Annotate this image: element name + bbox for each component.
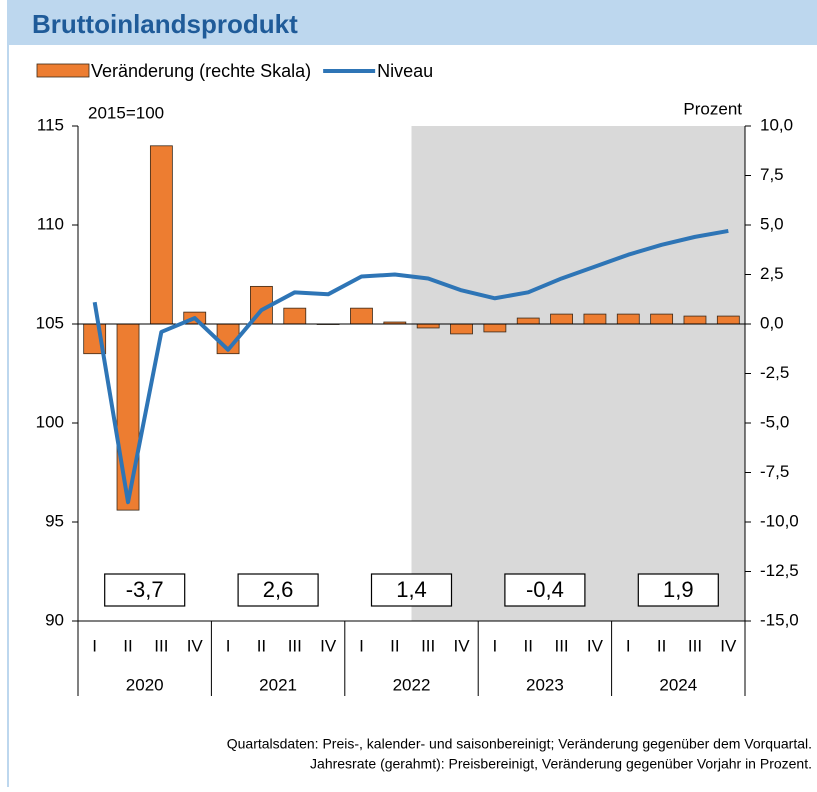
y-tick-label: 105 (36, 313, 64, 332)
bar (716, 315, 740, 325)
y2-tick-label: -10,0 (760, 511, 799, 530)
y2-tick-label: -5,0 (760, 412, 789, 431)
x-tick-label: II (657, 636, 666, 655)
line (92, 228, 729, 505)
x-tick-label: I (92, 636, 97, 655)
note: Jahresrate (gerahmt): Preisbereinigt, Ve… (310, 756, 812, 772)
y-tick-label: 95 (45, 511, 64, 530)
x-tick-label: III (288, 636, 302, 655)
bar (283, 307, 307, 325)
y2-tick-label: 5,0 (760, 214, 784, 233)
bar (550, 313, 573, 325)
x-tick-label: II (523, 636, 532, 655)
x-tick-label: II (257, 636, 266, 655)
forecast-shade (411, 126, 745, 621)
annual-label: -3,7 (126, 577, 164, 602)
annual-label: -0,4 (526, 577, 564, 602)
y2-tick-label: 0,0 (760, 313, 784, 332)
legend-label: Veränderung (rechte Skala) (91, 61, 311, 81)
y2-tick-label: 10,0 (760, 115, 793, 134)
x-tick-label: IV (453, 636, 470, 655)
year-label: 2024 (659, 675, 697, 694)
annual-label: 2,6 (263, 577, 294, 602)
chart-title: Bruttoinlandsprodukt (32, 9, 298, 39)
y-tick-label: 90 (45, 610, 64, 629)
bar (483, 323, 507, 333)
x-tick-label: I (226, 636, 231, 655)
y-tick-label: 110 (37, 214, 64, 233)
annual-label: 1,9 (663, 577, 694, 602)
annual-box (237, 573, 319, 607)
x-tick-label: III (554, 636, 568, 655)
bar (516, 317, 540, 325)
bar (149, 145, 173, 325)
y2-tick-label: -7,5 (760, 462, 789, 481)
title-bar (8, 0, 817, 45)
y-unit: 2015=100 (88, 103, 164, 122)
x-tick-label: II (123, 636, 132, 655)
x-tick-label: IV (320, 636, 337, 655)
legend-label: Niveau (377, 61, 433, 81)
y2-tick-label: -2,5 (760, 363, 789, 382)
annual-box (370, 573, 453, 607)
x-tick-label: IV (187, 636, 204, 655)
bar (583, 313, 607, 325)
x-tick-label: III (688, 636, 702, 655)
annual-label: 1,4 (396, 577, 427, 602)
x-tick-label: I (626, 636, 631, 655)
y2-tick-label: -15,0 (760, 610, 799, 629)
x-tick-label: IV (587, 636, 604, 655)
bar (450, 323, 473, 335)
x-tick-label: IV (720, 636, 737, 655)
y-tick-label: 115 (37, 115, 64, 134)
annual-box (637, 573, 719, 607)
annual-box (504, 573, 586, 607)
year-label: 2023 (526, 675, 564, 694)
y2-tick-label: -12,5 (760, 561, 799, 580)
y2-unit: Prozent (683, 99, 742, 118)
x-tick-label: III (421, 636, 435, 655)
annual-box (104, 573, 186, 607)
x-tick-label: I (359, 636, 364, 655)
y-tick-label: 100 (36, 412, 64, 431)
year-label: 2022 (393, 675, 431, 694)
bar (116, 323, 140, 511)
x-tick-label: III (154, 636, 168, 655)
bar (650, 313, 674, 325)
bar (683, 315, 707, 325)
bar (616, 313, 640, 325)
y2-tick-label: 2,5 (760, 264, 784, 283)
year-label: 2021 (259, 675, 297, 694)
legend-swatch (36, 63, 90, 78)
x-tick-label: I (493, 636, 498, 655)
bar (416, 323, 440, 329)
year-label: 2020 (126, 675, 164, 694)
x-tick-label: II (390, 636, 399, 655)
y2-tick-label: 7,5 (760, 165, 784, 184)
bar (350, 307, 373, 325)
note: Quartalsdaten: Preis-, kalender- und sai… (227, 736, 812, 752)
